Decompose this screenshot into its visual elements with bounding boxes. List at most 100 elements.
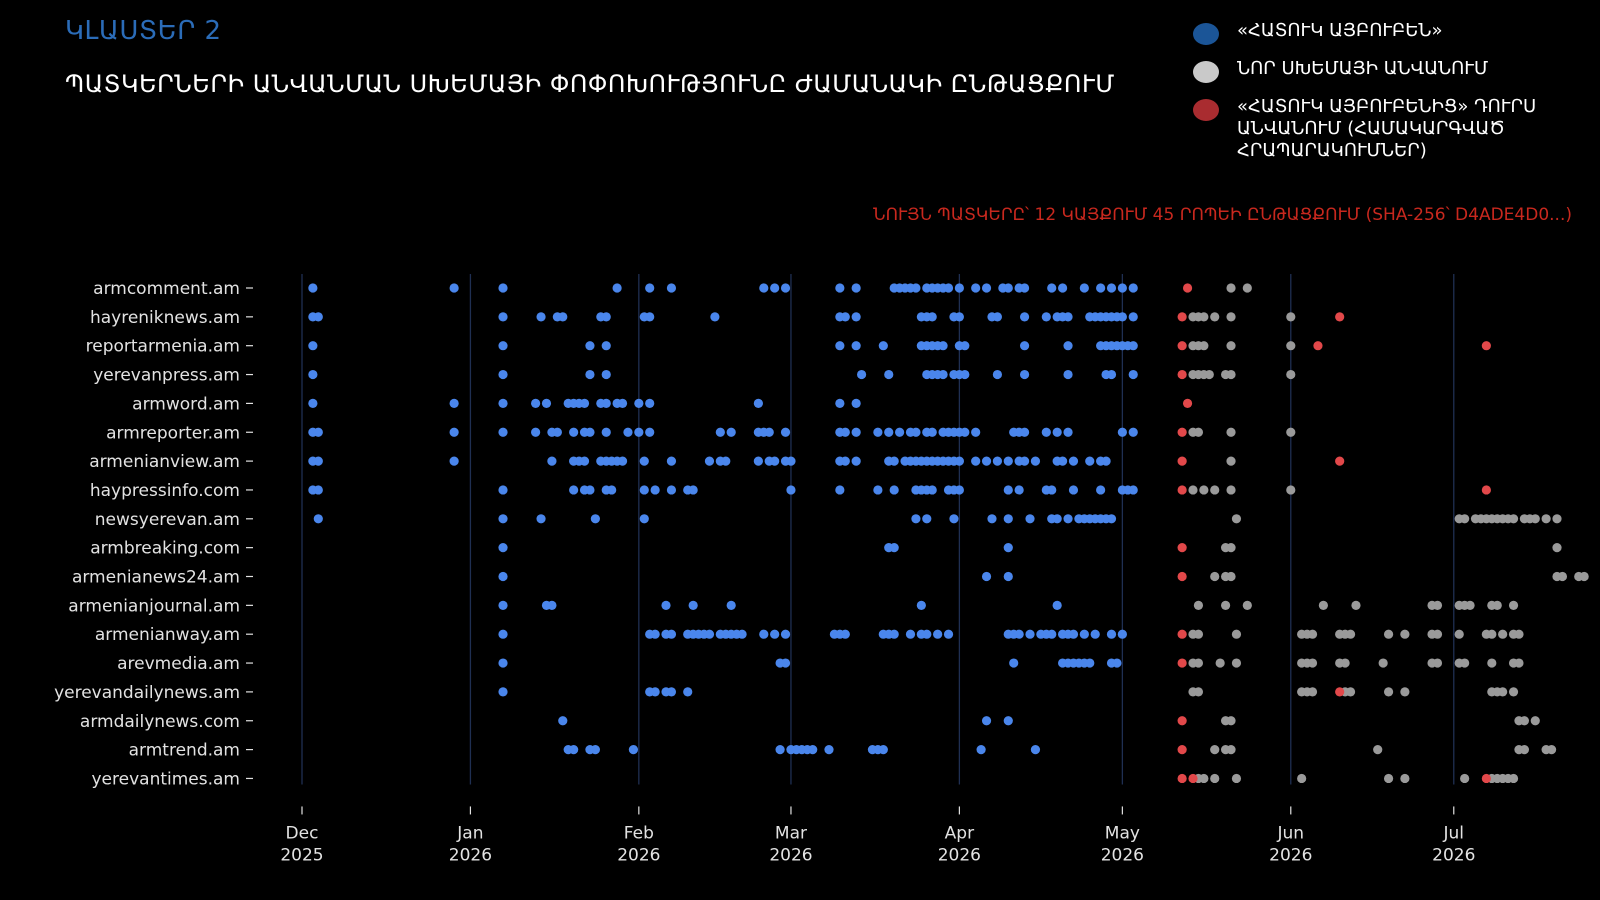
old-scheme-dot — [536, 514, 546, 524]
new-scheme-dot — [1487, 629, 1497, 639]
old-scheme-dot — [601, 312, 611, 322]
new-scheme-dot — [1400, 629, 1410, 639]
new-scheme-dot — [1226, 485, 1236, 495]
legend-swatch-new-scheme — [1193, 61, 1219, 83]
outside-scheme-dot — [1177, 658, 1187, 668]
old-scheme-dot — [943, 283, 954, 293]
x-tick-label-line: Dec — [286, 823, 319, 843]
new-scheme-dot — [1345, 687, 1356, 697]
x-tick-label: Jan 2026 — [449, 823, 492, 865]
new-scheme-dot — [1498, 687, 1508, 697]
site-label: armdailynews.com — [80, 712, 240, 732]
old-scheme-dot — [884, 427, 894, 437]
new-scheme-dot — [1199, 341, 1209, 351]
x-tick-label: Jun 2026 — [1269, 823, 1312, 865]
site-label: arevmedia.am — [117, 654, 240, 674]
old-scheme-dot — [726, 427, 736, 437]
new-scheme-dot — [1199, 312, 1209, 322]
old-scheme-dot — [1063, 341, 1073, 351]
new-scheme-dot — [1231, 629, 1242, 639]
new-scheme-dot — [1383, 629, 1394, 639]
old-scheme-dot — [585, 427, 595, 437]
old-scheme-dot — [498, 658, 508, 668]
old-scheme-dot — [770, 456, 780, 466]
new-scheme-dot — [1508, 600, 1519, 610]
old-scheme-dot — [954, 312, 964, 322]
site-label: armword.am — [132, 394, 240, 414]
old-scheme-dot — [585, 341, 595, 351]
new-scheme-dot — [1508, 687, 1519, 697]
old-scheme-dot — [1014, 629, 1024, 639]
old-scheme-dot — [992, 369, 1003, 380]
old-scheme-dot — [498, 514, 508, 524]
legend-label-outside-scheme: «ՀԱՏՈՒԿ ԱՅԲՈՒԲԵՆԻՑ» ԴՈՒՐՍ ԱՆՎԱՆՈՒՄ (ՀԱՄԱ… — [1237, 96, 1537, 161]
x-tick-label: Dec 2025 — [280, 823, 323, 865]
x-tick-label-line: Jan — [456, 823, 483, 843]
old-scheme-dot — [873, 427, 883, 437]
old-scheme-dot — [721, 456, 731, 466]
old-scheme-dot — [987, 514, 997, 524]
old-scheme-dot — [688, 485, 698, 495]
old-scheme-dot — [911, 514, 921, 524]
old-scheme-dot — [1128, 369, 1138, 380]
old-scheme-dot — [1058, 456, 1068, 466]
old-scheme-dot — [1117, 312, 1127, 322]
new-scheme-dot — [1487, 658, 1497, 668]
old-scheme-dot — [579, 456, 590, 466]
legend: «ՀԱՏՈՒԿ ԱՅԲՈՒԲԵՆ» ՆՈՐ ՍԽԵՄԱՅԻ ԱՆՎԱՆՈՒՄ «… — [1193, 20, 1593, 178]
old-scheme-dot — [1047, 485, 1057, 495]
new-scheme-dot — [1204, 369, 1214, 380]
new-scheme-dot — [1465, 600, 1475, 610]
old-scheme-dot — [1003, 283, 1013, 293]
outside-scheme-dot — [1177, 571, 1187, 582]
new-scheme-dot — [1460, 658, 1470, 668]
outside-scheme-dot — [1177, 773, 1187, 784]
old-scheme-dot — [313, 514, 323, 524]
old-scheme-dot — [1096, 283, 1106, 293]
old-scheme-dot — [851, 283, 861, 293]
old-scheme-dot — [1025, 629, 1035, 639]
old-scheme-dot — [1117, 283, 1127, 293]
old-scheme-dot — [1085, 658, 1095, 668]
old-scheme-dot — [786, 485, 796, 495]
old-scheme-dot — [1117, 629, 1127, 639]
new-scheme-dot — [1307, 687, 1318, 697]
old-scheme-dot — [1047, 629, 1057, 639]
new-scheme-dot — [1351, 600, 1361, 610]
old-scheme-dot — [856, 369, 867, 380]
old-scheme-dot — [737, 629, 747, 639]
site-label: armenianway.am — [95, 625, 240, 645]
old-scheme-dot — [558, 716, 568, 726]
old-scheme-dot — [1052, 427, 1062, 437]
old-scheme-dot — [313, 312, 323, 322]
x-tick-label-line: 2025 — [280, 845, 323, 865]
new-scheme-dot — [1579, 571, 1589, 582]
old-scheme-dot — [639, 485, 649, 495]
old-scheme-dot — [1047, 283, 1057, 293]
new-scheme-dot — [1530, 514, 1540, 524]
old-scheme-dot — [1003, 543, 1013, 553]
old-scheme-dot — [308, 341, 318, 351]
old-scheme-dot — [943, 629, 954, 639]
site-label: yerevandailynews.am — [54, 683, 240, 703]
old-scheme-dot — [873, 485, 883, 495]
new-scheme-dot — [1193, 600, 1204, 610]
old-scheme-dot — [954, 485, 964, 495]
old-scheme-dot — [905, 629, 916, 639]
x-tick-label-line: Jun — [1277, 823, 1305, 843]
x-tick-label: Apr 2026 — [938, 823, 981, 865]
old-scheme-dot — [780, 283, 791, 293]
old-scheme-dot — [1106, 369, 1117, 380]
site-label: armreporter.am — [106, 423, 240, 443]
x-tick-label-line: 2026 — [769, 845, 812, 865]
old-scheme-dot — [938, 341, 948, 351]
old-scheme-dot — [840, 629, 850, 639]
old-scheme-dot — [933, 629, 943, 639]
old-scheme-dot — [889, 629, 899, 639]
new-scheme-dot — [1383, 687, 1394, 697]
new-scheme-dot — [1286, 369, 1296, 380]
old-scheme-dot — [547, 456, 557, 466]
old-scheme-dot — [960, 427, 970, 437]
old-scheme-dot — [895, 427, 905, 437]
old-scheme-dot — [634, 427, 644, 437]
